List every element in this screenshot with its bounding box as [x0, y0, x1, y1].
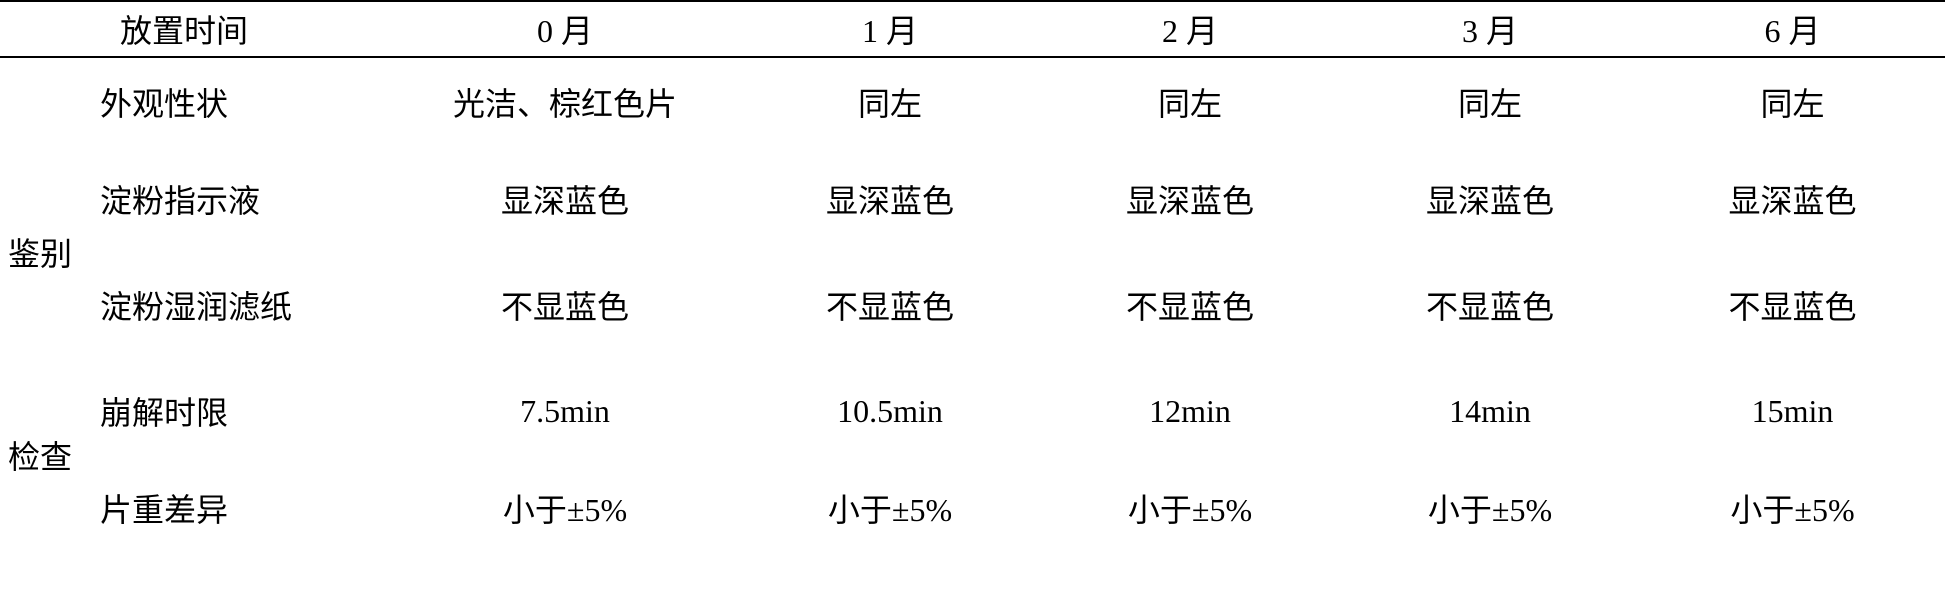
row-appearance: 外观性状 光洁、棕红色片 同左 同左 同左 同左 — [0, 57, 1945, 146]
starch-paper-m1: 不显蓝色 — [740, 252, 1040, 358]
disintegration-m0: 7.5min — [390, 358, 740, 464]
starch-paper-m3: 不显蓝色 — [1340, 252, 1640, 358]
label-disintegration: 崩解时限 — [90, 358, 390, 464]
label-starch-paper: 淀粉湿润滤纸 — [90, 252, 390, 358]
disintegration-m3: 14min — [1340, 358, 1640, 464]
header-month-2: 2 月 — [1040, 1, 1340, 57]
stability-table: 放置时间 0 月 1 月 2 月 3 月 6 月 外观性状 光洁、棕红色片 同左… — [0, 0, 1945, 552]
appearance-m2: 同左 — [1040, 57, 1340, 146]
group-inspect: 检查 — [0, 358, 90, 552]
appearance-m1: 同左 — [740, 57, 1040, 146]
disintegration-m2: 12min — [1040, 358, 1340, 464]
appearance-m0: 光洁、棕红色片 — [390, 57, 740, 146]
disintegration-m6: 15min — [1640, 358, 1945, 464]
weight-diff-m1: 小于±5% — [740, 464, 1040, 552]
starch-indicator-m1: 显深蓝色 — [740, 146, 1040, 252]
appearance-m6: 同左 — [1640, 57, 1945, 146]
label-weight-diff: 片重差异 — [90, 464, 390, 552]
weight-diff-m0: 小于±5% — [390, 464, 740, 552]
row-starch-indicator: 鉴别 淀粉指示液 显深蓝色 显深蓝色 显深蓝色 显深蓝色 显深蓝色 — [0, 146, 1945, 252]
header-month-1: 1 月 — [740, 1, 1040, 57]
header-month-3: 3 月 — [1340, 1, 1640, 57]
weight-diff-m6: 小于±5% — [1640, 464, 1945, 552]
header-row: 放置时间 0 月 1 月 2 月 3 月 6 月 — [0, 1, 1945, 57]
header-month-0: 0 月 — [390, 1, 740, 57]
header-month-6: 6 月 — [1640, 1, 1945, 57]
starch-indicator-m3: 显深蓝色 — [1340, 146, 1640, 252]
group-identify: 鉴别 — [0, 146, 90, 358]
row-starch-paper: 淀粉湿润滤纸 不显蓝色 不显蓝色 不显蓝色 不显蓝色 不显蓝色 — [0, 252, 1945, 358]
table: 放置时间 0 月 1 月 2 月 3 月 6 月 外观性状 光洁、棕红色片 同左… — [0, 0, 1945, 552]
header-time-label: 放置时间 — [0, 1, 390, 57]
label-appearance: 外观性状 — [90, 57, 390, 146]
row-disintegration: 检查 崩解时限 7.5min 10.5min 12min 14min 15min — [0, 358, 1945, 464]
weight-diff-m2: 小于±5% — [1040, 464, 1340, 552]
weight-diff-m3: 小于±5% — [1340, 464, 1640, 552]
starch-paper-m2: 不显蓝色 — [1040, 252, 1340, 358]
starch-indicator-m6: 显深蓝色 — [1640, 146, 1945, 252]
starch-indicator-m2: 显深蓝色 — [1040, 146, 1340, 252]
row-weight-diff: 片重差异 小于±5% 小于±5% 小于±5% 小于±5% 小于±5% — [0, 464, 1945, 552]
starch-paper-m6: 不显蓝色 — [1640, 252, 1945, 358]
header-time-label-text: 放置时间 — [120, 6, 248, 52]
group-empty — [0, 57, 90, 146]
starch-indicator-m0: 显深蓝色 — [390, 146, 740, 252]
label-starch-indicator: 淀粉指示液 — [90, 146, 390, 252]
disintegration-m1: 10.5min — [740, 358, 1040, 464]
starch-paper-m0: 不显蓝色 — [390, 252, 740, 358]
appearance-m3: 同左 — [1340, 57, 1640, 146]
